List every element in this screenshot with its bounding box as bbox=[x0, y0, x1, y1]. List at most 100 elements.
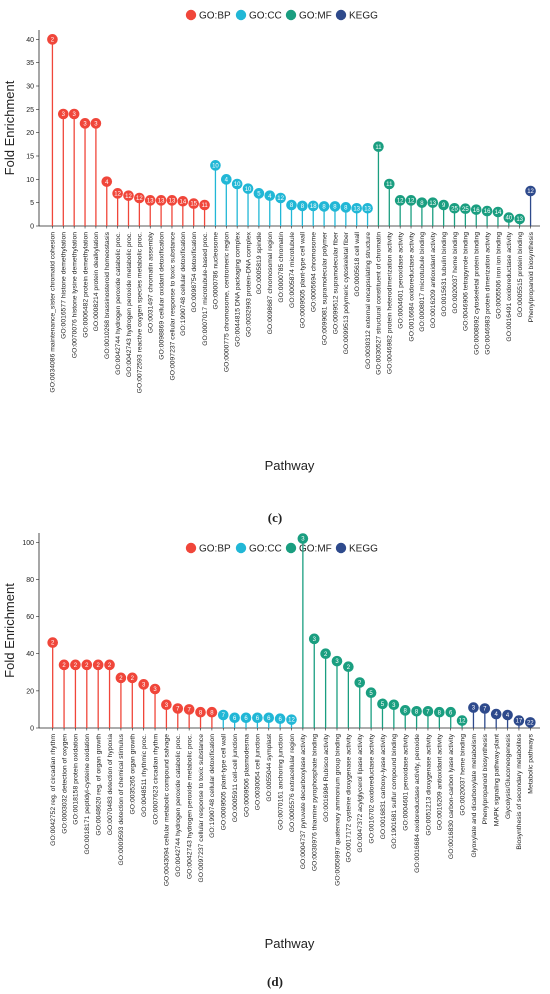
lollipop-point bbox=[47, 34, 58, 45]
x-category-label: GO:0050997 quaternary ammonium group bin… bbox=[334, 734, 341, 886]
x-category-label: GO:0097237 cellular response to toxic su… bbox=[198, 734, 205, 883]
lollipop-point bbox=[468, 702, 479, 713]
point-count-label: 3 bbox=[83, 121, 87, 127]
legend-label: GO:BP bbox=[199, 544, 231, 555]
point-count-label: 3 bbox=[94, 121, 98, 127]
panel-d: GO:BP GO:CC GO:MF KEGG 0 20 40 60 80 100 Fold Enri… bbox=[2, 533, 540, 989]
lollipop-point bbox=[320, 648, 331, 660]
point-count-label: 13 bbox=[147, 198, 154, 204]
lollipop-point bbox=[438, 199, 449, 211]
lollipop-point bbox=[513, 715, 525, 726]
lollipop-point bbox=[399, 705, 411, 716]
y-axis-title: Fold Enrichment bbox=[2, 80, 17, 175]
lollipop-point bbox=[286, 199, 297, 211]
lollipop-point bbox=[123, 190, 134, 201]
point-count-label: 16 bbox=[473, 208, 480, 214]
point-count-label: 3 bbox=[335, 659, 339, 665]
point-count-label: 12 bbox=[459, 719, 466, 725]
lollipop-point bbox=[68, 108, 80, 120]
lollipop-point bbox=[101, 176, 113, 187]
x-category-label: GO:0006482 protein demethylation bbox=[82, 232, 89, 338]
point-count-label: 16 bbox=[484, 209, 491, 215]
lollipop-point bbox=[354, 677, 366, 688]
x-category-label: GO:0070076 histone lysine demethylation bbox=[71, 232, 78, 358]
panel-label: (d) bbox=[267, 974, 283, 989]
point-count-label: 7 bbox=[426, 709, 430, 715]
x-category-label: GO:0005911 cell-cell junction bbox=[232, 734, 239, 823]
lollipop-point bbox=[307, 200, 319, 212]
lollipop-point bbox=[195, 706, 206, 718]
lollipop-point bbox=[115, 672, 127, 684]
point-count-label: 7 bbox=[483, 707, 487, 713]
lollipop-point bbox=[252, 712, 263, 724]
point-count-label: 2 bbox=[51, 641, 55, 647]
point-count-label: 2 bbox=[108, 663, 112, 669]
point-count-label: 2 bbox=[85, 663, 89, 669]
x-category-label: GO:0030312 external encapsulating struct… bbox=[365, 232, 372, 369]
x-category-label: GO:0098869 cellular oxidant detoxificati… bbox=[158, 232, 165, 360]
x-category-label: GO:0042743 hydrogen peroxide metabolic p… bbox=[186, 734, 193, 879]
lollipop-point bbox=[481, 205, 493, 217]
point-count-label: 3 bbox=[392, 703, 396, 709]
y-tick-label: 35 bbox=[26, 60, 34, 67]
legend-label: KEGG bbox=[349, 544, 378, 555]
point-count-label: 8 bbox=[438, 710, 442, 716]
lollipop-point bbox=[161, 699, 172, 711]
x-category-label: GO:0035265 organ growth bbox=[130, 734, 137, 815]
point-count-label: 14 bbox=[179, 199, 186, 205]
x-category-label: GO:0007623 circadian rhythm bbox=[152, 734, 159, 825]
lollipop-point bbox=[343, 661, 354, 673]
point-count-label: 40 bbox=[505, 216, 512, 222]
lollipop-point bbox=[70, 659, 81, 671]
point-count-label: 8 bbox=[420, 201, 424, 207]
legend-marker-go-mf bbox=[285, 9, 297, 21]
point-count-label: 4 bbox=[105, 180, 109, 186]
lollipop-point bbox=[456, 715, 468, 726]
x-category-label: GO:0042743 hydrogen peroxide metabolic p… bbox=[126, 232, 133, 377]
x-category-label: MAPK signaling pathway-plant bbox=[493, 734, 500, 826]
lollipop-point bbox=[362, 202, 373, 214]
lollipop-point bbox=[329, 201, 341, 212]
point-count-label: 6 bbox=[449, 710, 453, 716]
point-count-label: 6 bbox=[256, 716, 260, 722]
lollipop-point bbox=[210, 160, 221, 171]
lollipop-point bbox=[308, 633, 320, 645]
lollipop-point bbox=[514, 213, 525, 225]
lollipop-point bbox=[81, 659, 93, 671]
y-tick-label: 40 bbox=[26, 37, 34, 44]
lollipop-point bbox=[188, 198, 199, 209]
point-count-label: 2 bbox=[324, 652, 328, 658]
point-count-label: 8 bbox=[344, 205, 348, 211]
point-count-label: 17 bbox=[516, 719, 523, 725]
x-category-label: GO:0099081 supramolecular polymer bbox=[321, 231, 328, 345]
lollipop-point bbox=[318, 201, 330, 212]
x-category-label: GO:1901681 sulfur compound binding bbox=[391, 734, 398, 849]
x-category-label: GO:0000785 chromatin bbox=[278, 232, 285, 303]
point-count-label: 2 bbox=[97, 663, 101, 669]
point-count-label: 3 bbox=[72, 112, 76, 118]
lollipop-point bbox=[274, 713, 286, 725]
lollipop-point bbox=[384, 178, 395, 190]
y-tick-label: 80 bbox=[26, 577, 34, 584]
x-category-label: GO:0017172 cysteine dioxygenase activity bbox=[346, 733, 353, 862]
x-category-label: Biosynthesis of secondary metabolites bbox=[516, 733, 523, 849]
point-count-label: 2 bbox=[358, 681, 362, 687]
x-category-label: GO:0098754 detoxification bbox=[191, 232, 198, 313]
x-category-label: GO:0008092 cytoskeletal protein binding bbox=[474, 232, 481, 355]
x-category-label: GO:0072593 reactive oxygen species metab… bbox=[137, 232, 144, 393]
x-category-label: GO:0016209 antioxidant activity bbox=[430, 231, 437, 328]
x-category-label: GO:0034086 maintenance_sister chromatid … bbox=[50, 232, 57, 393]
lollipop-point bbox=[112, 188, 123, 199]
point-count-label: 7 bbox=[187, 708, 191, 714]
point-count-label: 10 bbox=[234, 182, 241, 188]
point-count-label: 4 bbox=[495, 712, 499, 718]
x-category-label: GO:0099513 polymeric cytoskeletal fiber bbox=[343, 231, 350, 354]
legend-marker-kegg bbox=[335, 9, 347, 21]
x-category-label: GO:0043094 cellular metabolic compound s… bbox=[164, 734, 171, 886]
point-count-label: 9 bbox=[442, 203, 446, 209]
x-category-label: GO:0098687 chromosomal region bbox=[267, 232, 274, 335]
x-category-label: GO:0009593 detection of chemical stimulu… bbox=[118, 733, 125, 865]
x-category-label: GO:0005819 spindle bbox=[256, 232, 263, 295]
lollipop-point bbox=[416, 197, 428, 208]
x-category-label: GO:0009506 plasmodesma bbox=[243, 734, 250, 817]
